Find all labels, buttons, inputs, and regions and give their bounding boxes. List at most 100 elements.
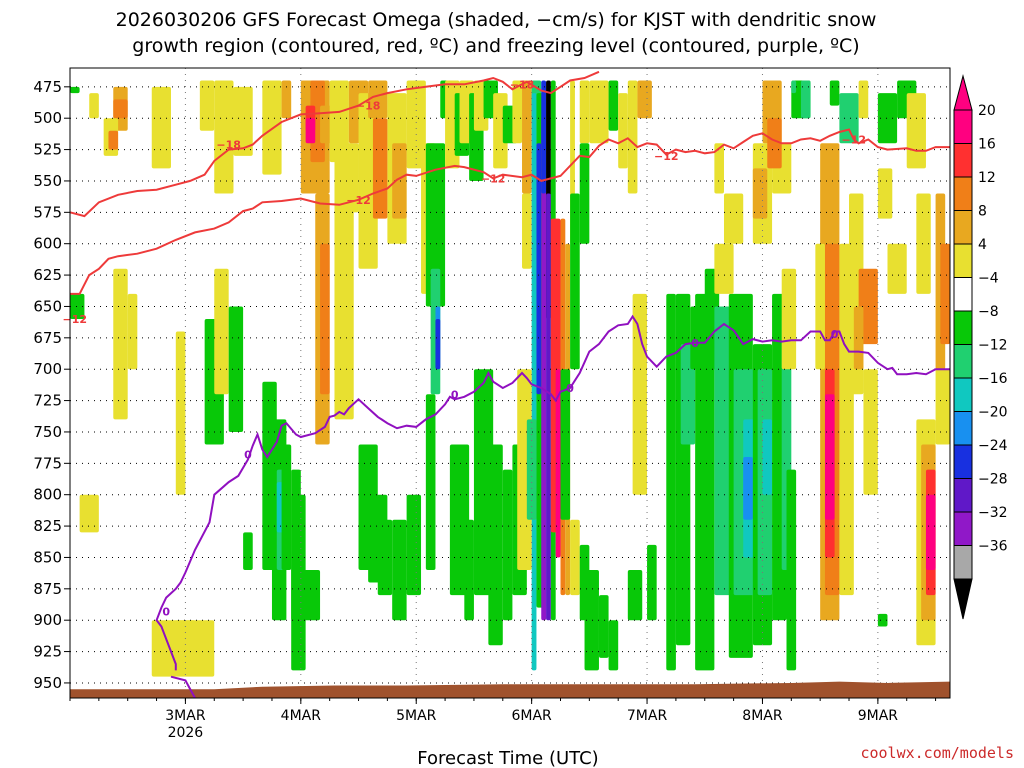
- omega-cell: [156, 626, 176, 658]
- omega-cell: [368, 80, 388, 119]
- terrain-fill: [70, 681, 950, 698]
- colorbar-label: 8: [978, 204, 987, 220]
- omega-cell: [714, 143, 724, 194]
- freezing-level-contour-lower: [170, 675, 196, 699]
- omega-cell: [406, 494, 422, 596]
- colorbar-label: −8: [978, 304, 999, 320]
- colorbar-label: −24: [978, 438, 1008, 454]
- omega-cell: [906, 93, 926, 169]
- colorbar-box: [953, 243, 973, 278]
- omega-cell: [502, 469, 513, 621]
- x-tick-label: 3MAR: [165, 708, 206, 724]
- omega-cell: [526, 419, 537, 520]
- y-tick-label: 900: [33, 611, 62, 629]
- contour-label: −12: [481, 172, 506, 185]
- contour-label: 0: [451, 388, 459, 401]
- omega-cell: [877, 168, 893, 219]
- x-tick-label: 9MAR: [858, 708, 899, 724]
- omega-cell: [858, 80, 869, 119]
- contour-label: −18: [216, 139, 241, 152]
- omega-cell: [767, 118, 782, 169]
- omega-cell: [714, 243, 734, 294]
- contour-label: 0: [244, 449, 252, 462]
- omega-cell: [560, 369, 571, 520]
- omega-cell: [868, 419, 878, 445]
- omega-cell: [108, 130, 119, 150]
- y-tick-label: 850: [33, 548, 62, 566]
- colorbar-label: 16: [978, 137, 996, 153]
- omega-cell: [627, 80, 638, 194]
- omega-cell: [743, 457, 753, 520]
- colorbar-label: 20: [978, 103, 996, 119]
- credit-text: coolwx.com/models: [860, 744, 1014, 762]
- omega-cell: [464, 519, 474, 621]
- omega-cell: [531, 93, 537, 671]
- omega-cell: [435, 318, 441, 370]
- omega-cell: [79, 494, 99, 533]
- omega-cell: [392, 143, 407, 219]
- plot-area: −12 −18 −12 −18 −12 −18 −12 −12 0 0 0 0 0 0: [63, 67, 951, 699]
- omega-cell: [570, 193, 580, 370]
- omega-cell: [70, 293, 85, 319]
- y-tick-label: 950: [33, 674, 62, 692]
- contour-label: −18: [510, 78, 535, 91]
- y-tick-label: 725: [33, 392, 62, 410]
- colorbar-box: [953, 444, 973, 479]
- y-tick-label: 750: [33, 423, 62, 441]
- omega-cell: [829, 80, 840, 106]
- x-tick-label: 8MAR: [742, 708, 783, 724]
- contour-label: −12: [842, 134, 867, 147]
- contour-label: 0: [162, 605, 170, 618]
- omega-cell: [618, 93, 628, 169]
- omega-cell: [786, 469, 797, 671]
- contour-label: −12: [654, 150, 679, 163]
- omega-cell: [935, 369, 950, 445]
- y-tick-label: 800: [33, 486, 62, 504]
- omega-cell: [762, 419, 773, 495]
- omega-cell: [877, 613, 888, 627]
- colorbar-box: [953, 545, 973, 580]
- plot-frame: [69, 67, 951, 699]
- y-tick-label: 600: [33, 235, 62, 253]
- y-tick-label: 500: [33, 109, 62, 127]
- colorbar-box: [953, 109, 973, 144]
- omega-cell: [329, 80, 349, 163]
- omega-cell: [199, 80, 215, 131]
- omega-cell: [853, 306, 864, 370]
- omega-cell: [70, 86, 80, 94]
- omega-cell: [666, 293, 676, 671]
- contour-label: −12: [63, 313, 88, 326]
- colorbar-label: −32: [978, 505, 1008, 521]
- x-tick-label: 5MAR: [396, 708, 437, 724]
- omega-cell: [377, 519, 393, 596]
- omega-cell: [372, 118, 388, 219]
- omega-cell: [281, 444, 292, 570]
- colorbar-label: −12: [978, 338, 1008, 354]
- omega-cell: [608, 620, 619, 671]
- omega-cell: [584, 569, 599, 671]
- x-tick-label: 7MAR: [627, 708, 668, 724]
- omega-cell: [488, 444, 503, 646]
- y-tick-label: 825: [33, 517, 62, 535]
- contour-lines: −12 −18 −12 −18 −12 −18 −12 −12 0 0 0 0 0 0: [63, 70, 950, 699]
- omega-cell: [281, 80, 292, 119]
- omega-cell: [522, 80, 532, 194]
- chart-title-line-2: growth region (contoured, red, ºC) and f…: [132, 35, 859, 57]
- colorbar-bottom-triangle: [953, 578, 973, 620]
- colorbar-top-triangle: [953, 74, 973, 111]
- omega-cell: [598, 595, 609, 658]
- omega-cell: [89, 93, 99, 119]
- omega-cell: [579, 80, 590, 144]
- x-axis-label: Forecast Time (UTC): [417, 748, 598, 768]
- omega-cell: [334, 143, 354, 420]
- omega-cell: [300, 569, 321, 621]
- freezing-level-contour: [155, 314, 950, 671]
- omega-cell: [392, 519, 407, 621]
- colorbar-box: [953, 411, 973, 446]
- omega-cell: [522, 193, 532, 269]
- omega-cell: [425, 394, 436, 570]
- omega-cell: [113, 268, 128, 420]
- colorbar-box: [953, 176, 973, 211]
- omega-cell: [536, 143, 542, 395]
